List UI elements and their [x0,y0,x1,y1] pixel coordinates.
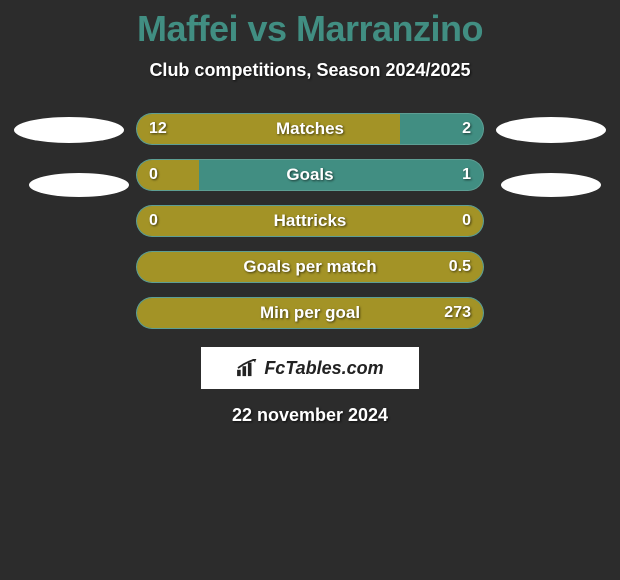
player-left-avatar-2 [29,173,129,197]
player-right-avatar-2 [501,173,601,197]
stat-left-value: 12 [149,114,167,144]
stat-left-value: 0 [149,160,158,190]
page-subtitle: Club competitions, Season 2024/2025 [0,60,620,81]
stat-right-value: 1 [462,160,471,190]
stat-bar-fill [137,206,483,236]
right-avatar-column [496,113,606,197]
stat-right-value: 2 [462,114,471,144]
player-left-avatar-1 [14,117,124,143]
stat-bar: Goals per match0.5 [136,251,484,283]
comparison-card: Maffei vs Marranzino Club competitions, … [0,0,620,426]
stat-bar: 0Goals1 [136,159,484,191]
left-avatar-column [14,113,124,197]
stat-bar-fill [137,160,199,190]
stat-bar-fill [137,114,400,144]
logo-text: FcTables.com [264,358,383,379]
stat-right-value: 0.5 [449,252,471,282]
stat-bar: 12Matches2 [136,113,484,145]
snapshot-date: 22 november 2024 [0,405,620,426]
stat-right-value: 273 [444,298,471,328]
logo-chart-icon [236,359,258,377]
stat-bar: 0Hattricks0 [136,205,484,237]
stat-left-value: 0 [149,206,158,236]
page-title: Maffei vs Marranzino [0,8,620,50]
stat-bar-fill [137,298,483,328]
player-right-avatar-1 [496,117,606,143]
stat-right-value: 0 [462,206,471,236]
stat-bar-fill [137,252,483,282]
stat-bar: Min per goal273 [136,297,484,329]
source-logo: FcTables.com [201,347,419,389]
compare-area: 12Matches2 0Goals1 0Hattricks0 Goals per ma… [0,113,620,329]
stat-bars: 12Matches2 0Goals1 0Hattricks0 Goals per ma… [136,113,484,329]
